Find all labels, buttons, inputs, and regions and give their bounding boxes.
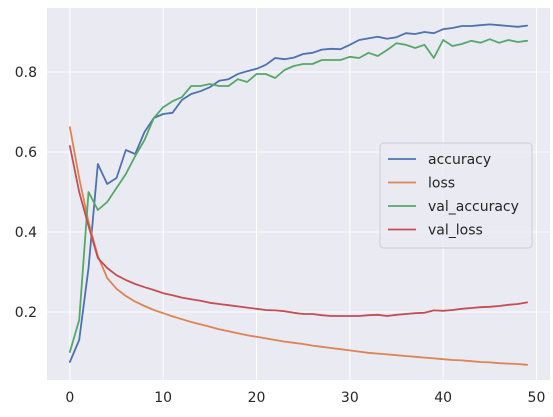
- x-tick-label: 50: [528, 390, 546, 406]
- series-layer: [68, 23, 529, 366]
- x-tick-label: 30: [341, 390, 359, 406]
- x-tick-label: 10: [154, 390, 172, 406]
- y-axis: 0.2 0.4 0.6 0.8: [15, 65, 37, 321]
- y-tick-label: 0.8: [15, 65, 37, 81]
- series-line-val-accuracy: [68, 38, 529, 353]
- x-tick-label: 20: [248, 390, 266, 406]
- x-axis: 0 10 20 30 40 50: [65, 390, 545, 406]
- series-line-accuracy: [68, 23, 529, 363]
- series-line-loss: [68, 126, 529, 366]
- y-tick-label: 0.4: [15, 225, 37, 241]
- legend-label: loss: [428, 176, 455, 192]
- legend-box: [379, 142, 533, 249]
- series-line-val-loss: [68, 145, 529, 317]
- x-tick-label: 0: [65, 390, 74, 406]
- x-tick-label: 40: [434, 390, 452, 406]
- y-tick-label: 0.6: [15, 145, 37, 161]
- legend: accuracy loss val_accuracy val_loss: [379, 142, 533, 249]
- y-tick-label: 0.2: [15, 305, 37, 321]
- legend-label: val_loss: [428, 223, 483, 239]
- legend-label: val_accuracy: [428, 199, 519, 215]
- legend-label: accuracy: [428, 152, 491, 168]
